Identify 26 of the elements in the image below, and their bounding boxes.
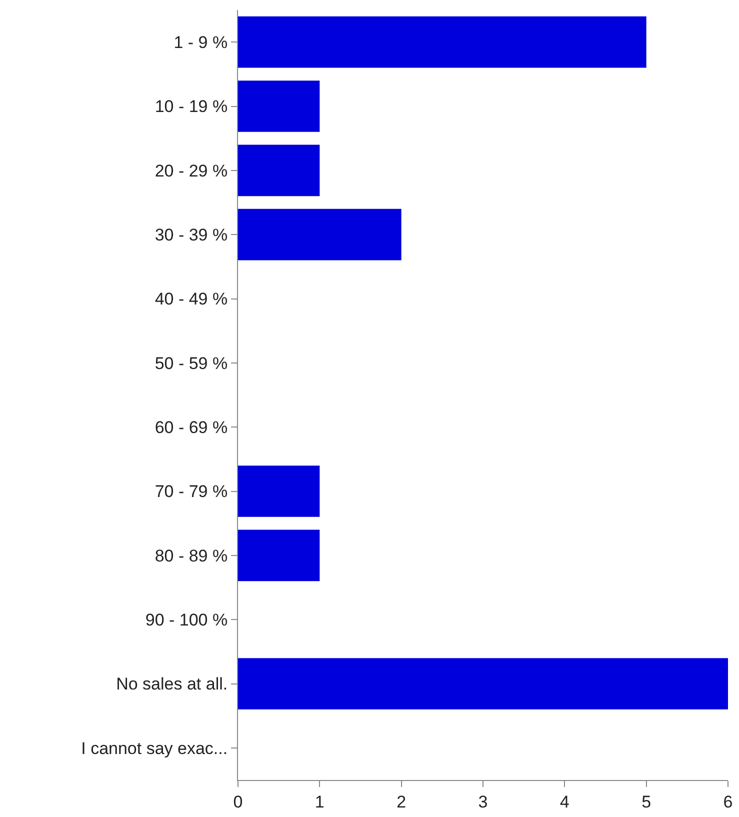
bar xyxy=(238,466,320,517)
x-tick-label: 6 xyxy=(723,792,733,812)
x-tick-label: 0 xyxy=(233,792,243,812)
bar xyxy=(238,80,320,132)
x-tick-label: 3 xyxy=(478,792,488,812)
bar xyxy=(238,530,320,582)
bar xyxy=(238,16,646,68)
y-tick-label: No sales at all. xyxy=(116,674,228,694)
bar xyxy=(238,658,728,710)
y-tick-label: 80 - 89 % xyxy=(154,546,228,566)
y-tick-label: 40 - 49 % xyxy=(154,290,228,309)
y-tick-label: 90 - 100 % xyxy=(145,610,228,630)
x-tick-label: 4 xyxy=(560,792,570,812)
bar xyxy=(238,208,402,260)
y-tick-label: 20 - 29 % xyxy=(154,161,228,180)
y-tick-label: 60 - 69 % xyxy=(154,418,228,438)
y-tick-label: 1 - 9 % xyxy=(174,33,228,52)
bar xyxy=(238,144,320,196)
y-tick-label: I cannot say exac... xyxy=(81,738,228,758)
x-tick-label: 1 xyxy=(314,792,324,812)
y-tick-label: 30 - 39 % xyxy=(154,226,228,245)
x-tick-label: 2 xyxy=(396,792,406,812)
y-tick-label: 10 - 19 % xyxy=(154,97,228,116)
y-tick-label: 50 - 59 % xyxy=(154,354,228,373)
y-tick-label: 70 - 79 % xyxy=(154,482,228,502)
x-tick-label: 5 xyxy=(642,792,652,812)
